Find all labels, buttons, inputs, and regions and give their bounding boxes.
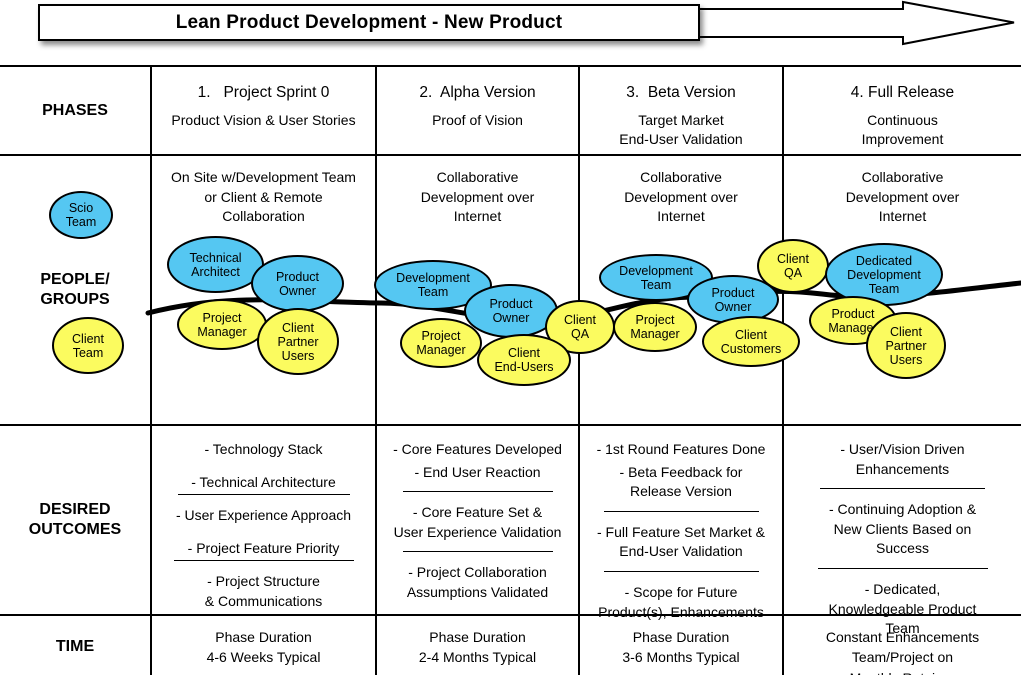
people-heading: Collaborative Development over Internet [624,169,738,225]
outcomes-col-4: - User/Vision Driven Enhancements - Cont… [782,424,1021,636]
outcome-item: - Full Feature Set Market & End-User Val… [596,523,766,560]
outcome-item: - Dedicated, Knowledgeable Product Team [828,580,977,637]
outcome-separator [603,570,759,572]
outcome-item: - Core Feature Set & User Experience Val… [393,504,562,540]
team-bubble-technical-architect: Technical Architect [167,236,264,293]
phase-title: 2. Alpha Version [419,84,536,101]
team-bubble-client-end-users: Client End-Users [477,334,571,386]
outcome-separator [173,560,354,562]
time-col-3: Phase Duration 3-6 Months Typical [578,614,782,675]
outcomes-row-label: DESIRED OUTCOMES [0,424,150,614]
team-bubble-client-qa: Client QA [757,239,829,293]
time-col-4: Constant Enhancements Team/Project on Mo… [782,614,1021,675]
people-heading: Collaborative Development over Internet [420,169,535,225]
outcomes-col-2: - Core Features Developed - End User Rea… [375,424,578,614]
team-bubble-project-manager: Project Manager [177,299,267,350]
team-bubble-product-owner: Product Owner [687,275,779,324]
outcome-item: - Technical Architecture [191,473,336,490]
outcomes-col-1: - Technology Stack - Technical Architect… [150,424,375,614]
team-bubble-project-manager: Project Manager [613,302,697,352]
scio-team-bubble: Scio Team [49,191,113,239]
outcome-separator [820,488,985,490]
people-heading: Collaborative Development over Internet [845,169,960,225]
outcome-item: - Beta Feedback for Release Version [619,463,743,500]
phase-header-4: 4. Full Release Continuous Improvement [782,67,1021,154]
people-col-3: Collaborative Development over Internet [578,154,782,424]
outcome-separator [177,494,350,496]
phases-row-label: PHASES [42,101,108,119]
outcome-separator [402,551,553,553]
team-bubble-dedicated-development-team: Dedicated Development Team [825,243,943,306]
outcome-item: - 1st Round Features Done [596,441,766,457]
outcome-item: - Project Structure & Communications [204,573,323,609]
time-row-label: TIME [0,614,150,675]
outcome-separator [603,510,759,512]
phase-subtitle: Product Vision & User Stories [171,112,356,128]
team-bubble-client-partner-users: Client Partner Users [257,308,339,375]
time-col-1: Phase Duration 4-6 Weeks Typical [150,614,375,675]
process-table: PHASES 1. Project Sprint 0 Product Visio… [0,65,1021,675]
phase-title: 4. Full Release [850,84,955,101]
outcome-item: - Technology Stack [204,441,323,457]
people-row-label: PEOPLE/ GROUPS [0,154,150,424]
banner-title: Lean Product Development - New Product [175,11,563,33]
team-bubble-client-partner-users: Client Partner Users [866,312,946,379]
phase-title: 1. Project Sprint 0 [197,84,330,101]
outcome-item: - User/Vision Driven Enhancements [840,441,965,477]
banner: Lean Product Development - New Product [0,0,1021,65]
phase-header-1: 1. Project Sprint 0 Product Vision & Use… [150,67,375,154]
outcome-item: - Core Features Developed [393,441,562,457]
banner-title-box: Lean Product Development - New Product [38,4,700,41]
team-bubble-product-owner: Product Owner [464,284,558,338]
time-col-2: Phase Duration 2-4 Months Typical [375,614,578,675]
team-bubble-client-customers: Client Customers [702,316,800,367]
people-heading: On Site w/Development Team or Client & R… [171,169,356,225]
outcome-item: - End User Reaction [414,463,541,480]
outcome-item: - Continuing Adoption & New Clients Base… [828,501,977,557]
phase-header-3: 3. Beta Version Target Market End-User V… [578,67,782,154]
phase-subtitle: Continuous Improvement [861,112,944,147]
outcome-item: - Project Collaboration Assumptions Vali… [406,564,549,600]
client-team-bubble: Client Team [52,317,124,374]
team-bubble-product-owner: Product Owner [251,255,344,312]
outcome-separator [402,491,553,493]
outcome-item: - User Experience Approach [175,507,352,524]
outcome-separator [817,567,988,569]
people-col-1: On Site w/Development Team or Client & R… [150,154,375,424]
phase-subtitle: Target Market End-User Validation [619,112,743,147]
phase-header-2: 2. Alpha Version Proof of Vision [375,67,578,154]
team-bubble-project-manager: Project Manager [400,318,482,368]
outcome-item: - Project Feature Priority [187,539,340,556]
phase-title: 3. Beta Version [626,84,736,101]
phase-subtitle: Proof of Vision [432,112,523,128]
team-bubble-product-manager: Product Manager [809,296,897,345]
